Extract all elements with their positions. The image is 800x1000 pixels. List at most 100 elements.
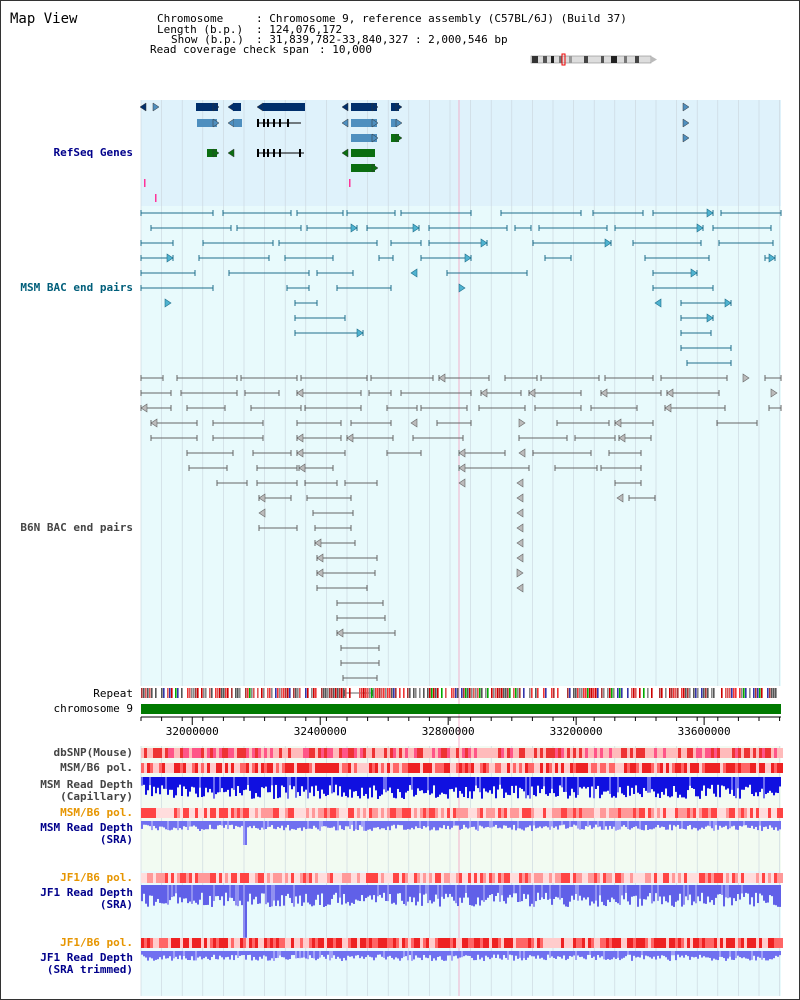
msm-cap-depth-bar xyxy=(193,777,195,788)
jf1-sra-depth-bar xyxy=(343,885,345,894)
msm-cap-depth-bar xyxy=(419,777,421,791)
jf1-sra-depth-bar xyxy=(771,885,773,897)
msm-cap-depth-bar xyxy=(599,777,601,799)
jf1-pol2-cell xyxy=(765,938,768,948)
msm-pol2-cell xyxy=(462,808,465,818)
jf1-sra-depth-bar xyxy=(141,885,143,902)
repeat-element xyxy=(383,688,385,698)
msm-sra-depth-bar xyxy=(295,821,297,830)
jf1-sra-depth-bar xyxy=(517,885,519,903)
jf1-trim-depth-bar xyxy=(371,951,373,958)
jf1-pol2-cell xyxy=(327,938,330,948)
msm-pol2-cell xyxy=(501,808,504,818)
jf1-trim-depth-bar xyxy=(155,951,157,960)
jf1-trim-depth-bar xyxy=(147,951,149,961)
jf1-pol2-cell xyxy=(627,938,630,948)
jf1-pol-cell xyxy=(660,873,663,883)
repeat-element xyxy=(263,688,265,698)
msm-pol-cell xyxy=(447,763,450,773)
msm-cap-depth-bar xyxy=(385,777,387,793)
msm-cap-depth-bar xyxy=(453,777,455,792)
msm-cap-depth-bar xyxy=(297,777,299,793)
msm-pol-cell xyxy=(369,763,372,773)
jf1-pol2-cell xyxy=(267,938,270,948)
msm-bac-arrow xyxy=(412,223,420,233)
msm-cap-depth-bar xyxy=(645,777,647,791)
msm-cap-depth-bar xyxy=(373,777,375,786)
jf1-sra-depth-bar xyxy=(579,885,581,896)
msm-cap-depth-bar xyxy=(519,777,521,788)
msm-pol2-cell xyxy=(660,808,663,818)
dbsnp-cell xyxy=(438,748,441,758)
jf1-pol2-cell xyxy=(177,938,180,948)
msm-cap-depth-bar xyxy=(363,777,365,796)
msm-sra-depth-bar xyxy=(751,821,753,826)
msm-sra-depth-bar xyxy=(673,821,675,826)
jf1-pol-cell xyxy=(747,873,750,883)
chromosome-ideogram[interactable] xyxy=(529,53,659,67)
jf1-sra-depth-bar xyxy=(173,885,175,897)
jf1-sra-depth-bar xyxy=(521,885,523,902)
jf1-sra-depth-bar xyxy=(335,885,337,893)
jf1-sra-depth-bar xyxy=(351,885,353,903)
jf1-sra-depth-bar xyxy=(225,885,227,893)
msm-bac-arrow xyxy=(166,253,174,263)
jf1-pol-cell xyxy=(774,873,777,883)
dbsnp-cell xyxy=(207,748,210,758)
jf1-pol2-cell xyxy=(558,938,561,948)
jf1-sra-depth-bar xyxy=(551,885,553,905)
msm-cap-depth-bar xyxy=(491,777,493,794)
jf1-pol-cell xyxy=(192,873,195,883)
dbsnp-cell xyxy=(567,748,570,758)
msm-sra-depth-bar xyxy=(733,821,735,826)
repeat-element xyxy=(741,688,743,698)
msm-sra-depth-bar xyxy=(447,821,449,826)
jf1-pol2-cell xyxy=(336,938,339,948)
jf1-pol-cell xyxy=(717,873,720,883)
jf1-pol2-cell xyxy=(363,938,366,948)
msm-cap-depth-bar xyxy=(471,777,473,799)
msm-cap-depth-bar xyxy=(337,777,339,796)
msm-pol2-cell xyxy=(186,808,189,818)
msm-pol-cell xyxy=(396,763,399,773)
dbsnp-cell xyxy=(318,748,321,758)
jf1-sra-depth-bar xyxy=(497,885,499,893)
msm-sra-depth-bar xyxy=(419,821,421,828)
msm-sra-depth-bar xyxy=(655,821,657,828)
jf1-pol2-cell xyxy=(276,938,279,948)
jf1-sra-depth-bar xyxy=(503,885,505,902)
track-label-refseq[interactable]: RefSeq Genes xyxy=(53,146,133,159)
jf1-pol2-cell xyxy=(549,938,552,948)
dbsnp-cell xyxy=(507,748,510,758)
jf1-pol-cell xyxy=(480,873,483,883)
dbsnp-cell xyxy=(618,748,621,758)
jf1-sra-depth-bar xyxy=(443,885,445,899)
jf1-trim-depth-bar xyxy=(197,951,199,958)
b6n-bac-arrow xyxy=(314,538,322,548)
jf1-pol-cell xyxy=(741,873,744,883)
dbsnp-cell xyxy=(726,748,729,758)
dbsnp-cell xyxy=(228,748,231,758)
msm-pol-cell xyxy=(147,763,150,773)
repeat-element xyxy=(481,688,483,698)
dbsnp-cell xyxy=(327,748,330,758)
b6n-bac-arrow xyxy=(316,553,324,563)
jf1-sra-depth-bar xyxy=(345,885,347,904)
msm-sra-depth-bar xyxy=(591,821,593,829)
dbsnp-cell xyxy=(405,748,408,758)
b6n-bac-arrow xyxy=(458,448,466,458)
track-label-msm-bac[interactable]: MSM BAC end pairs xyxy=(20,281,133,294)
jf1-pol-cell xyxy=(408,873,411,883)
msm-cap-depth-bar xyxy=(403,777,405,799)
dbsnp-cell xyxy=(432,748,435,758)
msm-pol-cell xyxy=(237,763,240,773)
msm-pol2-cell xyxy=(495,808,498,818)
msm-cap-depth-bar xyxy=(475,777,477,786)
msm-pol-cell xyxy=(426,763,429,773)
jf1-pol2-cell xyxy=(291,938,294,948)
repeat-element xyxy=(463,688,465,698)
track-label-b6n-bac[interactable]: B6N BAC end pairs xyxy=(20,521,133,534)
b6n-bac-arrow xyxy=(516,568,524,578)
msm-pol2-cell xyxy=(669,808,672,818)
